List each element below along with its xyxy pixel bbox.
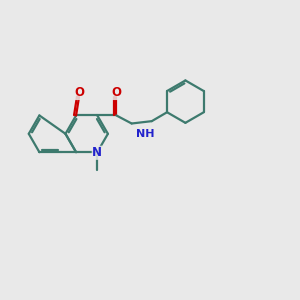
Text: O: O [74, 86, 84, 100]
Text: NH: NH [136, 129, 155, 139]
Text: N: N [92, 146, 102, 159]
Text: O: O [111, 86, 122, 100]
